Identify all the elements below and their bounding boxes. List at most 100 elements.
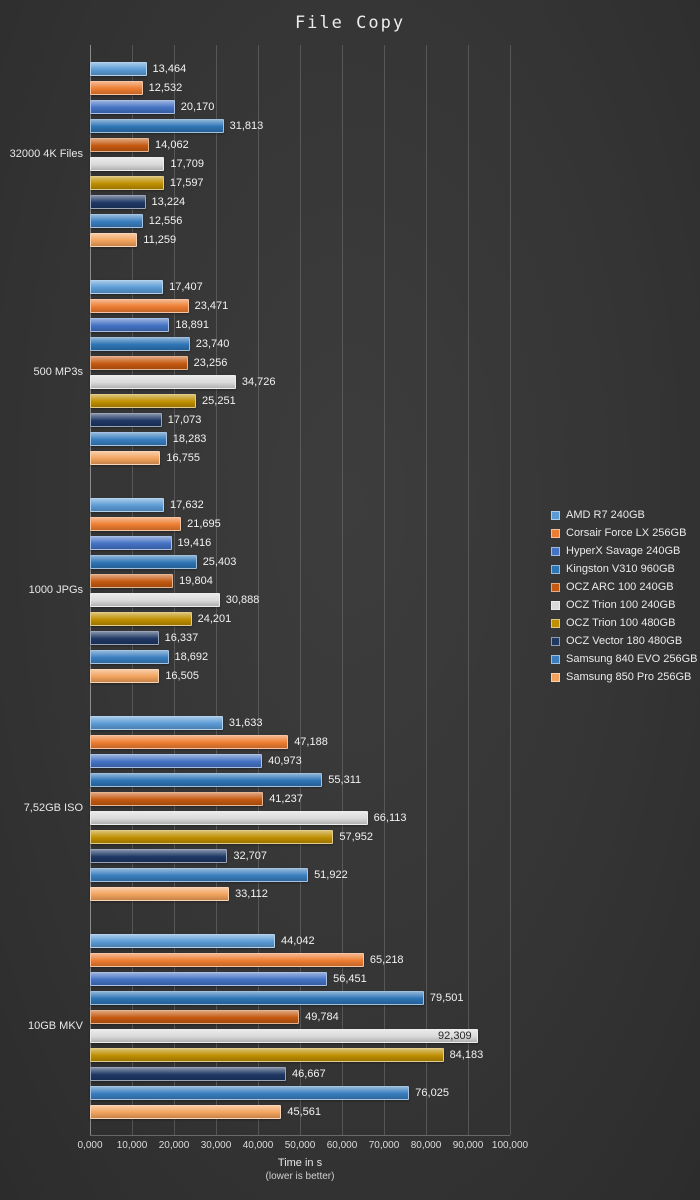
bar-ocz-vector-180-480gb bbox=[90, 630, 159, 645]
value-label: 41,237 bbox=[269, 792, 303, 805]
bar-row: 41,237 bbox=[90, 791, 510, 806]
category-group-10gb-mkv: 10GB MKV 44,042 65,218 56,451 79,501 49,784 92… bbox=[0, 917, 510, 1135]
legend-item-ocz-arc-100-240gb: OCZ ARC 100 240GB bbox=[551, 578, 697, 596]
legend-item-kingston-v310-960gb: Kingston V310 960GB bbox=[551, 560, 697, 578]
gridline bbox=[216, 45, 217, 1135]
bar-row: 92,309 bbox=[90, 1028, 510, 1043]
bar-samsung-850-pro-256gb bbox=[90, 886, 230, 901]
bar-row: 76,025 bbox=[90, 1085, 510, 1100]
value-label: 19,804 bbox=[179, 574, 213, 587]
bar-samsung-850-pro-256gb bbox=[90, 232, 138, 247]
legend-item-hyperx-savage-240gb: HyperX Savage 240GB bbox=[551, 542, 697, 560]
bar-row: 14,062 bbox=[90, 137, 510, 152]
value-label: 84,183 bbox=[449, 1048, 484, 1061]
bar-ocz-arc-100-240gb bbox=[90, 1009, 300, 1024]
bar-samsung-840-evo-256gb bbox=[90, 431, 167, 446]
bar-row: 56,451 bbox=[90, 971, 510, 986]
value-label: 57,952 bbox=[339, 830, 374, 843]
category-label: 500 MP3s bbox=[33, 365, 83, 378]
bar-row: 12,556 bbox=[90, 213, 510, 228]
gridlines bbox=[90, 45, 511, 1135]
gridline bbox=[132, 45, 133, 1135]
legend-label: Kingston V310 960GB bbox=[566, 563, 675, 575]
x-tick-label: 90,000 bbox=[452, 1140, 484, 1151]
category-group-7-52gb-iso: 7,52GB ISO 31,633 47,188 40,973 55,311 41,237… bbox=[0, 699, 510, 917]
bar-row: 24,201 bbox=[90, 611, 510, 626]
value-label: 11,259 bbox=[143, 233, 177, 246]
bar-ocz-trion-100-240gb bbox=[90, 1028, 478, 1043]
bar-kingston-v310-960gb bbox=[90, 772, 323, 787]
bar-row: 34,726 bbox=[90, 374, 510, 389]
bar-row: 21,695 bbox=[90, 516, 510, 531]
x-tick-label: 20,000 bbox=[158, 1140, 190, 1151]
bar-row: 30,888 bbox=[90, 592, 510, 607]
value-label: 49,784 bbox=[305, 1010, 339, 1023]
bar-row: 65,218 bbox=[90, 952, 510, 967]
value-label: 23,740 bbox=[195, 337, 230, 350]
x-tick-label: 100,000 bbox=[491, 1140, 529, 1151]
bar-amd-r7-240gb bbox=[90, 933, 275, 948]
value-label: 47,188 bbox=[294, 735, 328, 748]
y-axis-line bbox=[90, 45, 91, 1135]
bar-samsung-840-evo-256gb bbox=[90, 649, 169, 664]
value-label: 16,505 bbox=[165, 669, 199, 682]
legend-marker bbox=[551, 582, 560, 592]
value-label: 16,337 bbox=[164, 631, 199, 644]
category-label: 32000 4K Files bbox=[9, 147, 83, 160]
bar-row: 12,532 bbox=[90, 80, 510, 95]
value-label: 17,632 bbox=[170, 498, 204, 511]
bar-group: 31,633 47,188 40,973 55,311 41,237 66,113 57,9… bbox=[90, 699, 510, 917]
value-label: 92,309 bbox=[438, 1029, 472, 1042]
bar-ocz-trion-100-240gb bbox=[90, 156, 165, 171]
legend-marker bbox=[551, 654, 560, 664]
bar-corsair-force-lx-256gb bbox=[90, 80, 143, 95]
legend-marker bbox=[551, 510, 560, 520]
bar-samsung-850-pro-256gb bbox=[90, 450, 161, 465]
value-label: 25,251 bbox=[202, 394, 236, 407]
value-label: 17,407 bbox=[169, 280, 203, 293]
bar-corsair-force-lx-256gb bbox=[90, 298, 189, 313]
bar-row: 31,813 bbox=[90, 118, 510, 133]
value-label: 23,256 bbox=[193, 356, 228, 369]
bar-ocz-arc-100-240gb bbox=[90, 355, 188, 370]
bar-row: 79,501 bbox=[90, 990, 510, 1005]
bar-row: 23,256 bbox=[90, 355, 510, 370]
legend-item-samsung-850-pro-256gb: Samsung 850 Pro 256GB bbox=[551, 668, 697, 686]
x-axis-title: Time in s (lower is better) bbox=[90, 1157, 510, 1182]
legend-label: AMD R7 240GB bbox=[566, 509, 645, 521]
category-group-500-mp3s: 500 MP3s 17,407 23,471 18,891 23,740 23,256 34… bbox=[0, 263, 510, 481]
x-tick-label: 70,000 bbox=[368, 1140, 400, 1151]
bar-row: 49,784 bbox=[90, 1009, 510, 1024]
x-tick-label: 0,000 bbox=[77, 1140, 103, 1151]
value-label: 40,973 bbox=[268, 754, 302, 767]
value-label: 46,667 bbox=[292, 1067, 326, 1080]
value-label: 12,556 bbox=[148, 214, 183, 227]
bar-row: 19,804 bbox=[90, 573, 510, 588]
legend-item-ocz-trion-100-240gb: OCZ Trion 100 240GB bbox=[551, 596, 697, 614]
value-label: 18,283 bbox=[172, 432, 207, 445]
gridline bbox=[426, 45, 427, 1135]
bar-row: 46,667 bbox=[90, 1066, 510, 1081]
bar-ocz-vector-180-480gb bbox=[90, 848, 228, 863]
legend-item-ocz-trion-100-480gb: OCZ Trion 100 480GB bbox=[551, 614, 697, 632]
bar-row: 23,740 bbox=[90, 336, 510, 351]
x-axis-label: Time in s bbox=[277, 1157, 323, 1169]
legend-marker bbox=[551, 546, 560, 556]
legend-label: OCZ Trion 100 480GB bbox=[566, 617, 676, 629]
value-label: 17,709 bbox=[170, 157, 205, 170]
bar-row: 13,224 bbox=[90, 194, 510, 209]
bar-row: 31,633 bbox=[90, 715, 510, 730]
bar-kingston-v310-960gb bbox=[90, 118, 224, 133]
value-label: 16,755 bbox=[166, 451, 201, 464]
legend-item-amd-r7-240gb: AMD R7 240GB bbox=[551, 506, 697, 524]
bar-kingston-v310-960gb bbox=[90, 336, 190, 351]
bar-row: 25,251 bbox=[90, 393, 510, 408]
bar-row: 57,952 bbox=[90, 829, 510, 844]
bar-samsung-850-pro-256gb bbox=[90, 1104, 282, 1119]
bar-row: 16,755 bbox=[90, 450, 510, 465]
legend-marker bbox=[551, 672, 560, 682]
bar-amd-r7-240gb bbox=[90, 279, 164, 294]
legend-marker bbox=[551, 564, 560, 574]
bar-ocz-arc-100-240gb bbox=[90, 573, 174, 588]
bar-amd-r7-240gb bbox=[90, 715, 223, 730]
